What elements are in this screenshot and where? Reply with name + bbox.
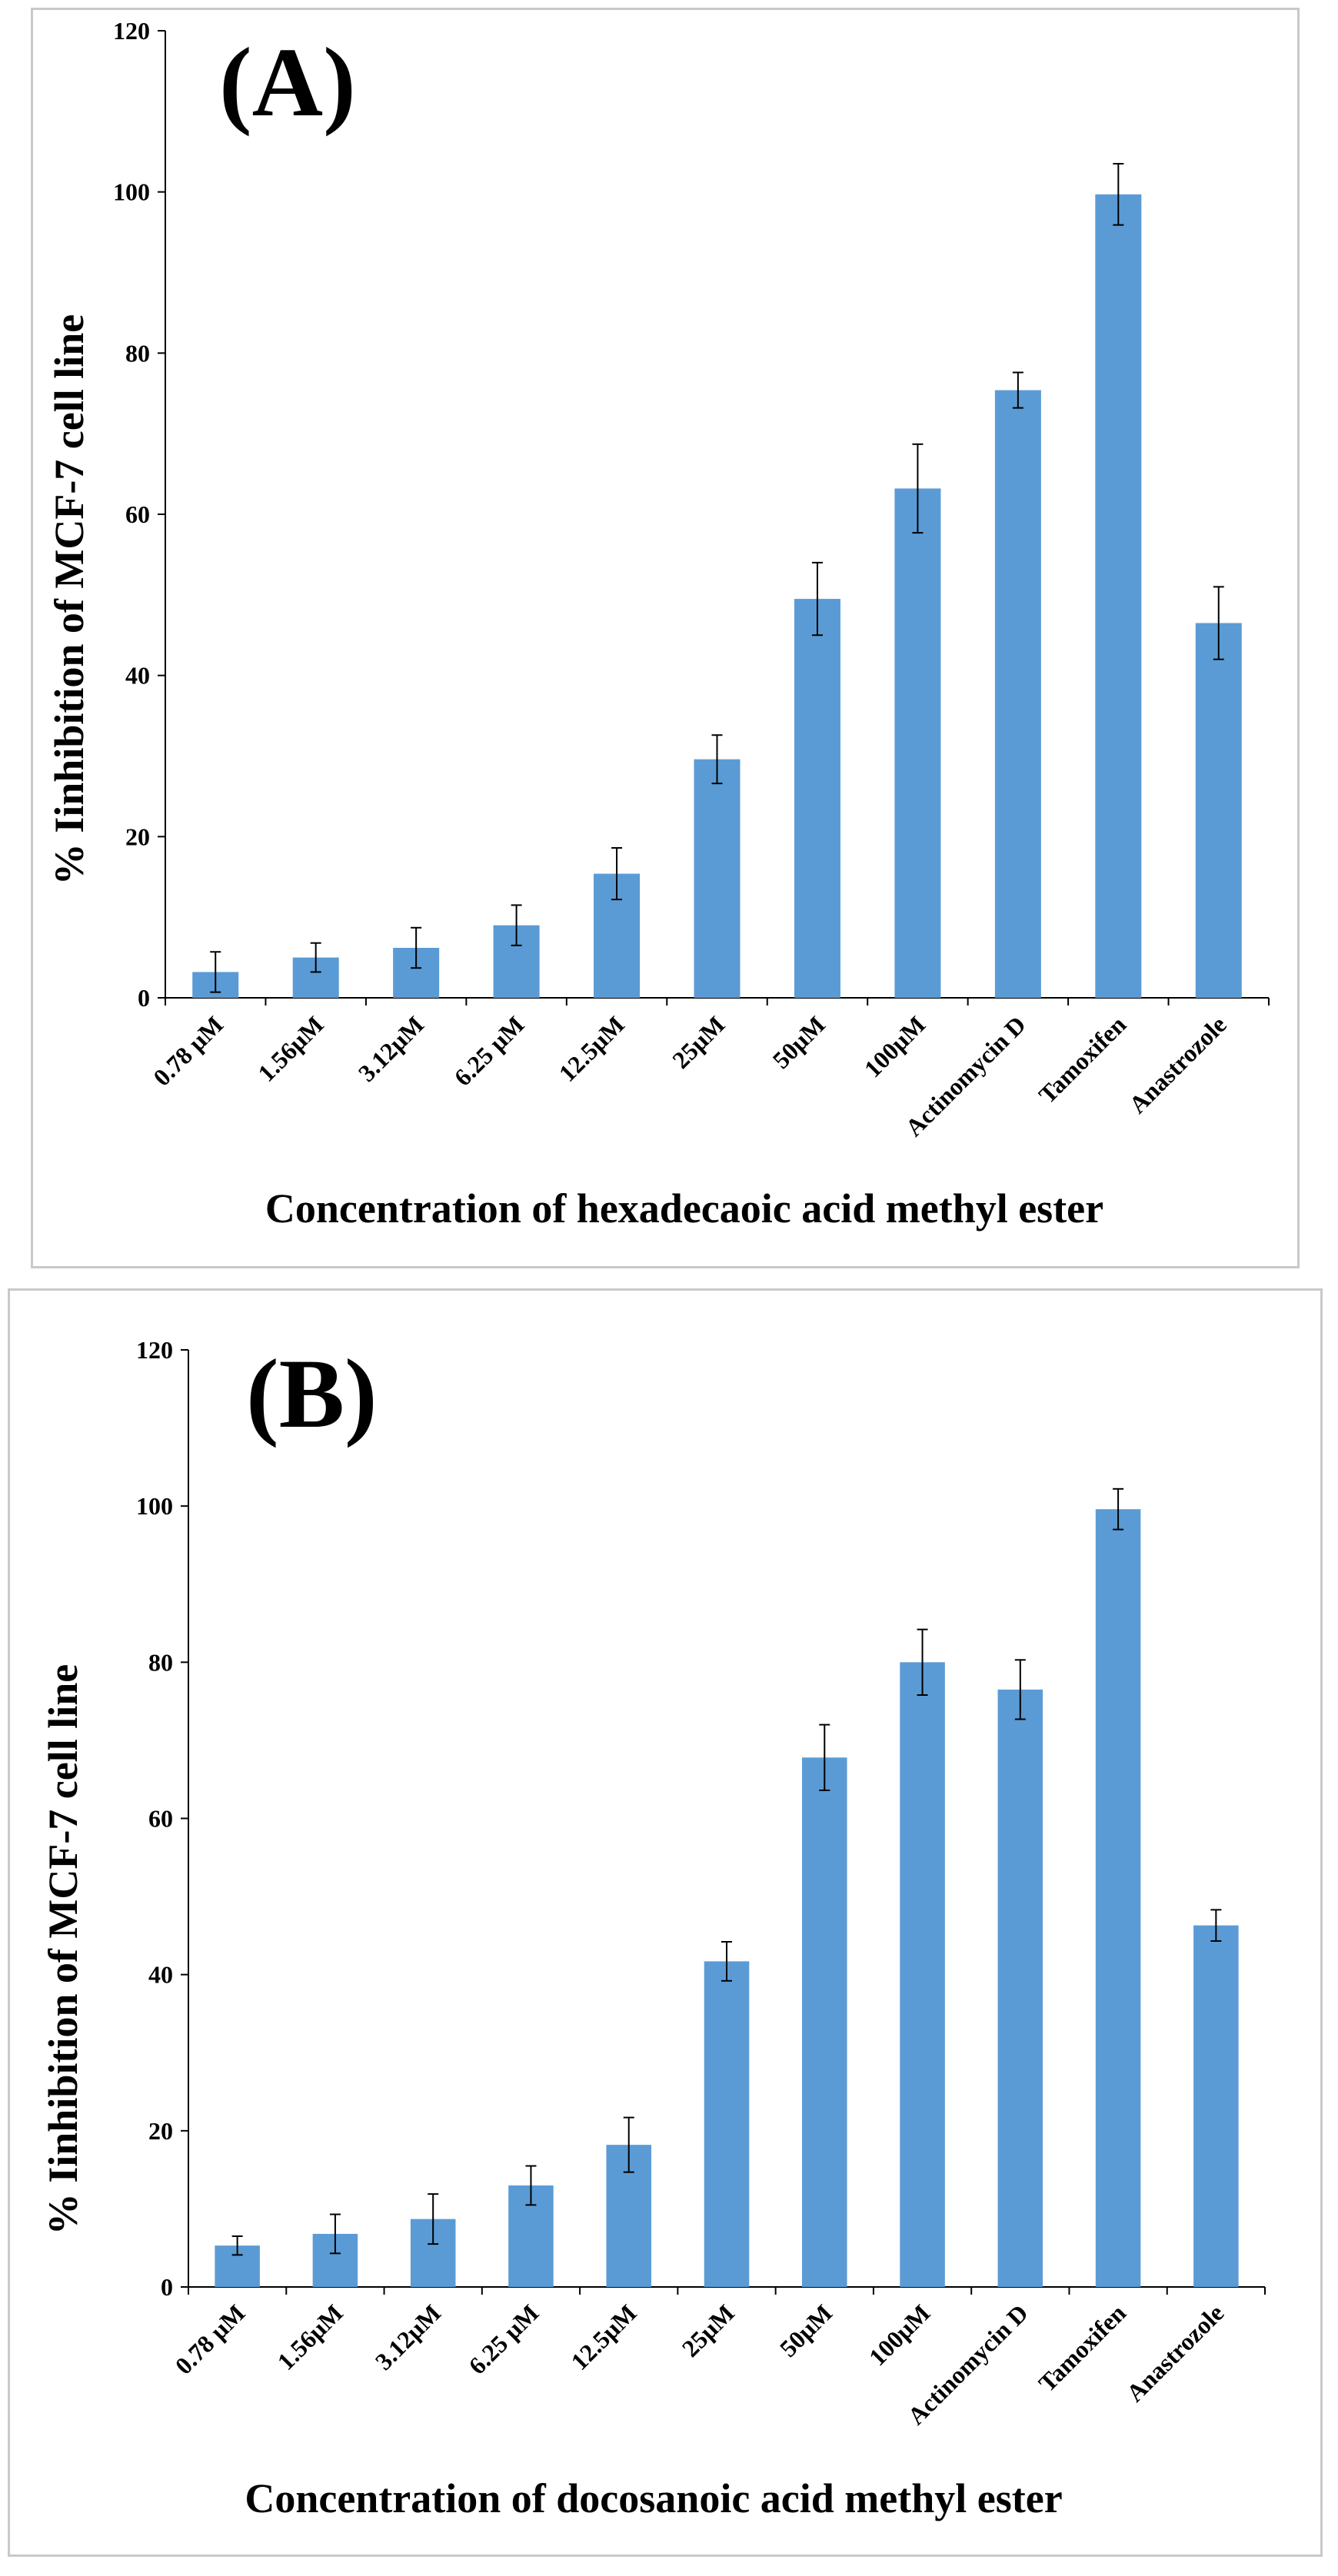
x-category-label: Tamoxifen xyxy=(1033,2298,1131,2397)
chart-frame-b xyxy=(8,1288,1323,2557)
x-category-label: 6.25 µM xyxy=(448,1010,529,1091)
bar xyxy=(1095,1509,1141,2287)
chart-panel-a: (A) % Iinhibition of MCF-7 cell line Con… xyxy=(0,0,1338,1276)
x-axis-title-b: Concentration of docosanoic acid methyl … xyxy=(245,2475,1062,2521)
y-tick-label: 120 xyxy=(136,1336,173,1364)
bar xyxy=(704,1961,750,2287)
y-tick-label: 60 xyxy=(125,500,150,528)
chart-panel-b: (B) % Iinhibition of MCF-7 cell line Con… xyxy=(0,1288,1338,2576)
y-tick-label: 20 xyxy=(125,823,150,850)
bar xyxy=(794,599,840,998)
bar xyxy=(894,488,941,998)
bar-chart-a: (A) % Iinhibition of MCF-7 cell line Con… xyxy=(46,17,1270,1231)
x-category-label: 25µM xyxy=(667,1010,730,1073)
x-axis-title-a: Concentration of hexadecaoic acid methyl… xyxy=(265,1185,1103,1231)
y-tick-label: 100 xyxy=(136,1492,173,1520)
y-tick-label: 60 xyxy=(148,1805,173,1833)
bar xyxy=(997,1689,1043,2287)
x-category-label: 50µM xyxy=(774,2298,837,2362)
y-tick-label: 0 xyxy=(138,984,150,1012)
x-category-label: 1.56µM xyxy=(271,2298,348,2375)
y-tick-label: 80 xyxy=(125,339,150,367)
y-tick-label: 40 xyxy=(125,662,150,690)
x-category-label: Tamoxifen xyxy=(1033,1010,1132,1109)
bar xyxy=(1195,623,1242,998)
bar xyxy=(1193,1925,1239,2287)
y-axis-title-a: % Iinhibition of MCF-7 cell line xyxy=(46,314,92,886)
y-tick-label: 100 xyxy=(113,178,150,206)
x-category-label: 100µM xyxy=(864,2298,936,2371)
plot-area-a: 0 20 40 60 80 100 120 0.78 µM 1.56µM 3.12µM 6.25 µ… xyxy=(113,17,1270,1142)
plot-area-b: 0 20 40 60 80 100 120 0.78 µM 1.56µM 3.12µM 6.25 µ… xyxy=(136,1336,1266,2430)
x-category-label: Anastrozole xyxy=(1121,2298,1230,2407)
y-tick-label: 0 xyxy=(161,2273,173,2301)
panel-label-a: (A) xyxy=(219,28,356,137)
bar xyxy=(1095,194,1142,999)
panel-label-b: (B) xyxy=(246,1339,378,1448)
x-category-label: 0.78 µM xyxy=(148,1010,228,1091)
bar xyxy=(694,759,741,998)
bar xyxy=(994,390,1041,999)
x-category-label: 0.78 µM xyxy=(169,2298,250,2379)
y-tick-label: 120 xyxy=(113,17,150,45)
chart-frame-a xyxy=(31,8,1300,1268)
y-tick-label: 80 xyxy=(148,1648,173,1676)
x-category-label: 25µM xyxy=(676,2298,739,2362)
x-category-label: 12.5µM xyxy=(565,2298,641,2375)
x-category-label: 50µM xyxy=(767,1010,830,1073)
x-category-label: 3.12µM xyxy=(370,2298,446,2375)
y-tick-label: 20 xyxy=(148,2117,173,2145)
y-tick-label: 40 xyxy=(148,1961,173,1989)
x-category-label: 100µM xyxy=(859,1010,931,1082)
x-category-label: 12.5µM xyxy=(554,1010,630,1086)
bar-chart-b: (B) % Iinhibition of MCF-7 cell line Con… xyxy=(40,1336,1266,2521)
x-category-label: Anastrozole xyxy=(1123,1010,1232,1118)
bar xyxy=(900,1662,945,2287)
x-category-label: 1.56µM xyxy=(252,1010,328,1086)
x-category-label: 6.25 µM xyxy=(463,2298,544,2379)
bar xyxy=(802,1757,847,2287)
x-category-label: 3.12µM xyxy=(353,1010,429,1086)
y-axis-title-b: % Iinhibition of MCF-7 cell line xyxy=(40,1664,86,2235)
